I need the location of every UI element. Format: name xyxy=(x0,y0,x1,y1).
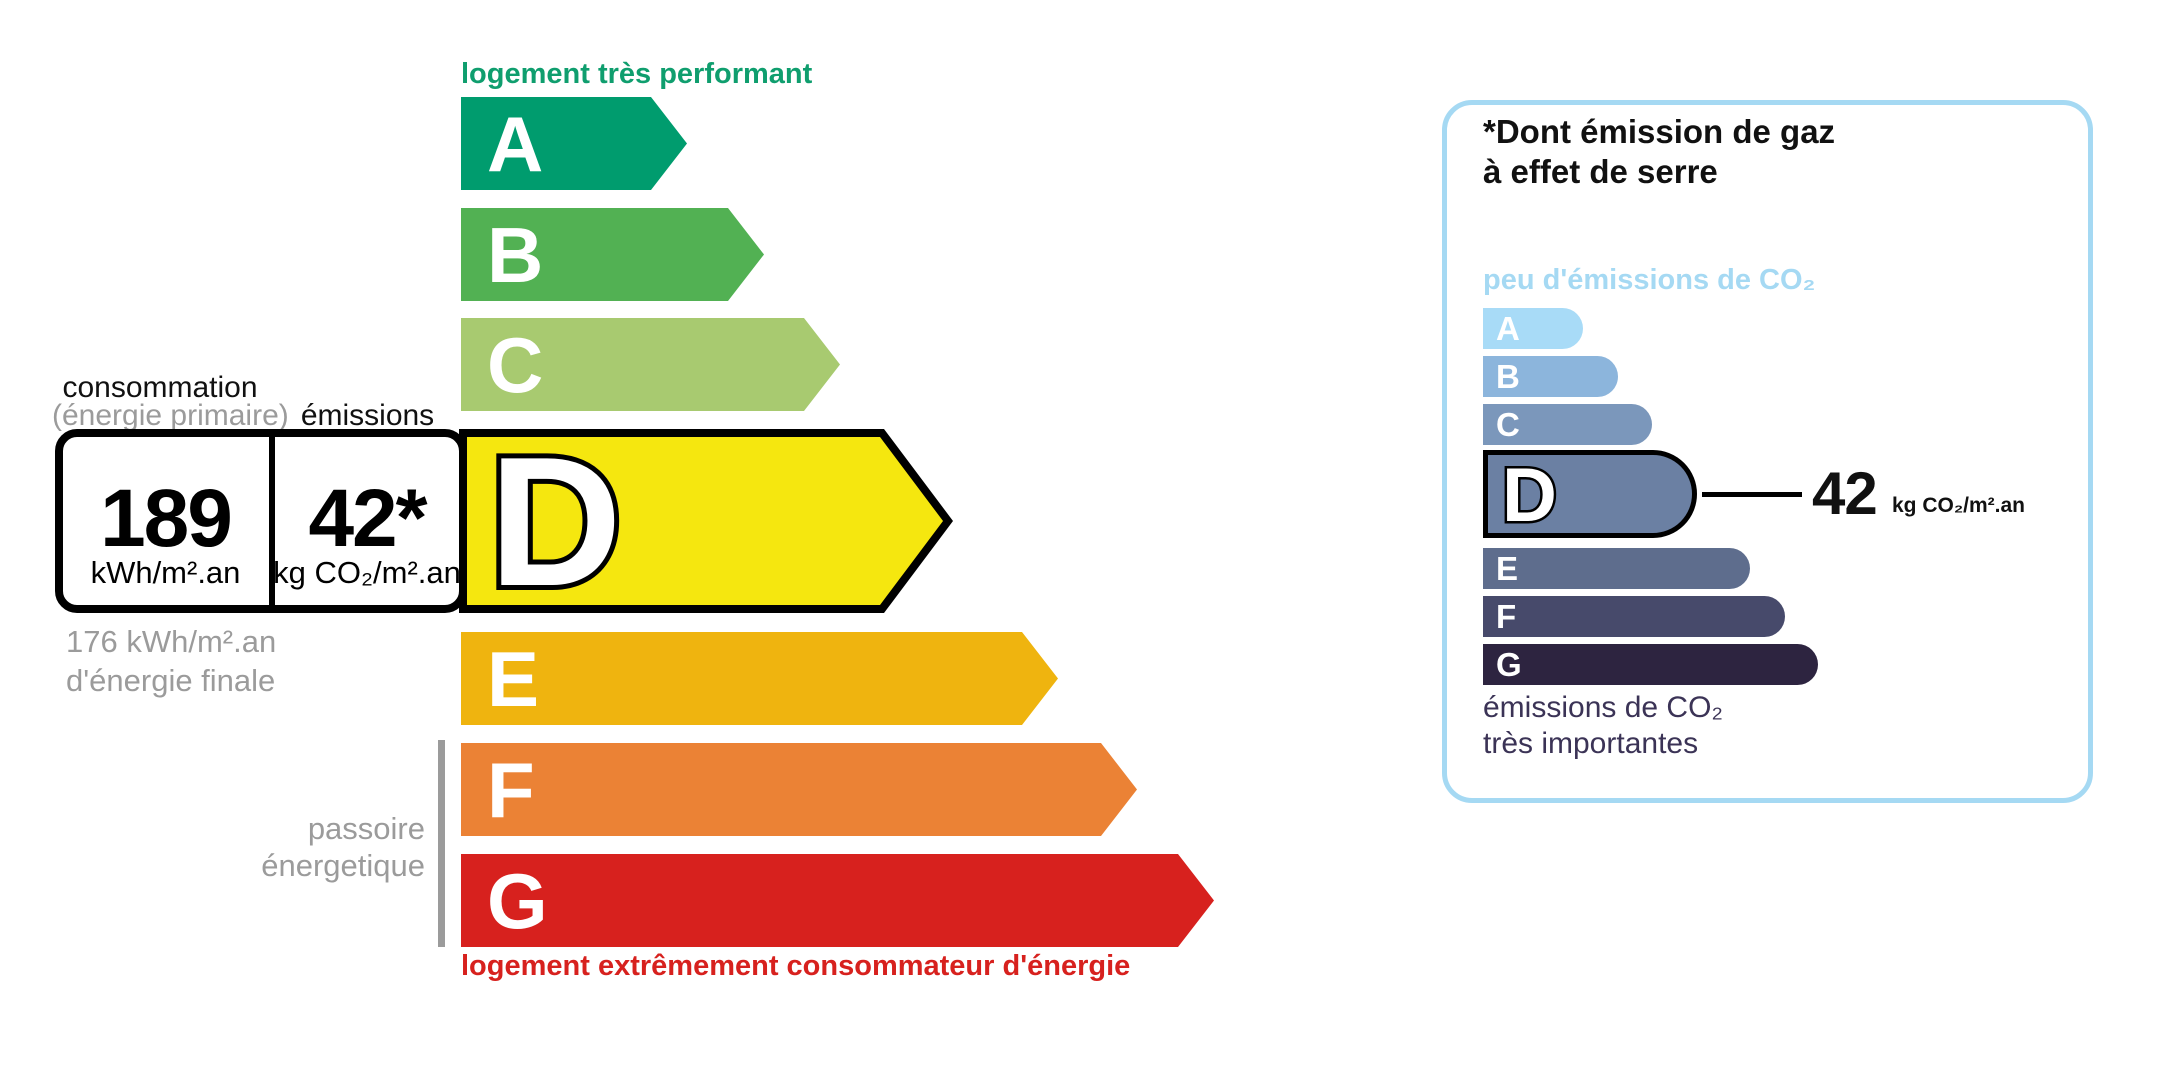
co2-bar-e: E xyxy=(1483,548,1750,589)
energy-bar-e-letter: E xyxy=(487,634,540,723)
co2-bar-g: G xyxy=(1483,644,1818,685)
energy-bar-c: C xyxy=(461,318,840,411)
energy-bottom-caption: logement extrêmement consommateur d'éner… xyxy=(461,950,1131,982)
co2-class-d-pill: D xyxy=(1483,450,1697,541)
final-energy-note: 176 kWh/m².an d'énergie finale xyxy=(66,622,276,700)
primary-energy-value: 189 xyxy=(100,473,233,564)
co2-bar-g-letter: G xyxy=(1496,646,1522,683)
co2-class-d-letter: D xyxy=(1502,453,1557,538)
energy-bar-g-letter: G xyxy=(487,856,548,945)
header-emissions: émissions xyxy=(300,399,435,432)
co2-bar-a-letter: A xyxy=(1496,310,1520,347)
co2-top-caption: peu d'émissions de CO₂ xyxy=(1483,264,1816,296)
co2-panel-title-line1: *Dont émission de gaz xyxy=(1483,113,1836,150)
co2-bottom-caption-line1: émissions de CO₂ xyxy=(1483,691,1724,724)
co2-bar-a: A xyxy=(1483,308,1583,349)
passoire-label-line1: passoire xyxy=(307,811,425,846)
co2-bar-b: B xyxy=(1483,356,1618,397)
primary-energy-unit: kWh/m².an xyxy=(90,555,241,590)
energy-bar-a: A xyxy=(461,97,687,190)
energy-bar-e: E xyxy=(461,632,1058,725)
energy-bar-f-letter: F xyxy=(487,745,535,834)
energy-bar-b-letter: B xyxy=(487,210,544,299)
energy-top-caption: logement très performant xyxy=(461,58,813,90)
energy-bar-c-letter: C xyxy=(487,320,544,409)
co2-panel-title-line2: à effet de serre xyxy=(1483,153,1718,190)
emission-unit: kg CO₂/m².an xyxy=(273,555,461,590)
energy-class-d-letter: D xyxy=(489,418,622,624)
co2-bar-b-letter: B xyxy=(1496,358,1520,395)
header-energie-primaire: (énergie primaire) xyxy=(52,399,289,432)
co2-bar-c: C xyxy=(1483,404,1652,445)
passoire-label: passoire énergetique xyxy=(200,810,425,884)
header-consommation: consommation xyxy=(62,371,258,404)
co2-bottom-caption-line2: très importantes xyxy=(1483,727,1699,760)
co2-value-unit: kg CO₂/m².an xyxy=(1892,494,2026,517)
energy-class-d-arrow: D xyxy=(55,413,953,629)
energy-bar-a-letter: A xyxy=(487,99,544,188)
co2-bar-e-letter: E xyxy=(1496,550,1519,587)
co2-bar-f: F xyxy=(1483,596,1785,637)
final-energy-line2: d'énergie finale xyxy=(66,663,276,698)
co2-bottom-caption: émissions de CO₂ très importantes xyxy=(1483,690,1723,762)
energy-bar-g: G xyxy=(461,854,1214,947)
co2-panel-title: *Dont émission de gaz à effet de serre xyxy=(1483,112,1835,192)
passoire-bracket-line xyxy=(438,740,445,947)
final-energy-line1: 176 kWh/m².an xyxy=(66,624,277,659)
co2-value: 42 xyxy=(1812,460,1878,527)
emission-value: 42* xyxy=(308,473,427,564)
passoire-label-line2: énergetique xyxy=(261,848,425,883)
co2-callout-line xyxy=(1702,492,1802,497)
co2-bar-c-letter: C xyxy=(1496,406,1520,443)
energy-bar-b: B xyxy=(461,208,764,301)
energy-bar-f: F xyxy=(461,743,1137,836)
value-box xyxy=(55,429,467,613)
co2-bar-f-letter: F xyxy=(1496,598,1517,635)
